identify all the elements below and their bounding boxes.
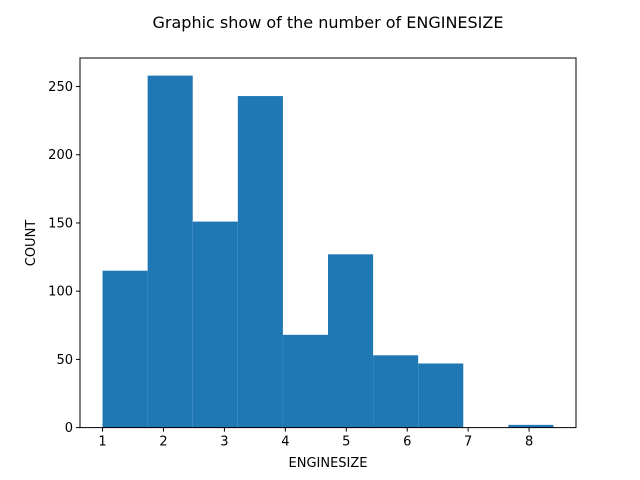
y-axis-ticks: 0 50 100 150 200 250: [48, 80, 80, 436]
y-tick-label: 200: [48, 148, 73, 163]
x-tick-label: 6: [403, 435, 411, 450]
x-tick-label: 7: [464, 435, 472, 450]
histogram-bar-5: [282, 334, 328, 428]
x-tick-label: 5: [342, 435, 350, 450]
histogram-bar-8: [418, 363, 464, 428]
y-tick-label: 150: [48, 216, 73, 231]
x-tick-label: 2: [159, 435, 167, 450]
x-tick-label: 3: [220, 435, 228, 450]
x-tick-label: 1: [98, 435, 106, 450]
histogram-bar-2: [147, 75, 193, 428]
y-tick-label: 0: [65, 421, 73, 436]
histogram-bar-4: [237, 96, 283, 428]
histogram-bar-7: [373, 355, 419, 428]
histogram-bar-10: [508, 424, 554, 428]
chart-title: Graphic show of the number of ENGINESIZE: [153, 13, 504, 32]
x-axis-label: ENGINESIZE: [289, 456, 368, 471]
y-tick-label: 50: [56, 353, 73, 368]
x-axis-ticks: 1 2 3 4 5 6 7 8: [98, 427, 533, 450]
histogram-bar-3: [192, 221, 238, 428]
x-tick-label: 4: [281, 435, 289, 450]
x-tick-label: 8: [525, 435, 533, 450]
y-tick-label: 250: [48, 80, 73, 95]
histogram-bar-6: [328, 254, 374, 428]
plot-frame: [79, 57, 577, 429]
histogram-bar-1: [102, 270, 148, 428]
bars-group: [102, 75, 554, 428]
y-axis-label: COUNT: [24, 220, 39, 267]
y-tick-label: 100: [48, 285, 73, 300]
